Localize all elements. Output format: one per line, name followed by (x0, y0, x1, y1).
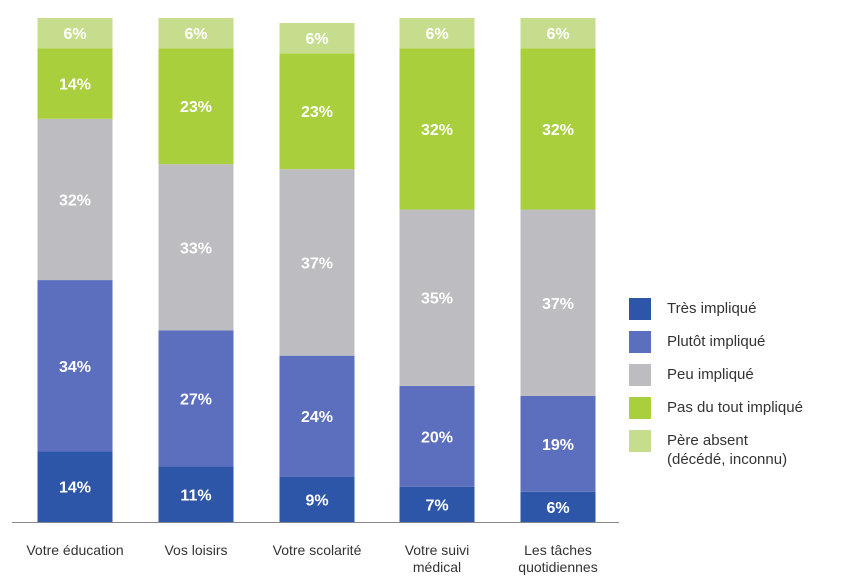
legend-label-tres-implique: Très impliqué (667, 300, 757, 317)
bar-segment (520, 48, 596, 210)
bar-segment (158, 48, 234, 165)
legend-swatch-tres-implique (629, 298, 651, 320)
bar-segment (37, 280, 113, 452)
data-label: 37% (301, 255, 333, 272)
legend-label-peu-implique: Peu impliqué (667, 366, 754, 383)
data-label: 32% (59, 192, 91, 209)
legend-label-plutot-implique: Plutôt impliqué (667, 333, 766, 350)
bar-segment (399, 18, 475, 49)
category-label: Les tâches quotidiennes (518, 542, 597, 575)
bar-segment (399, 209, 475, 386)
data-label: 34% (59, 359, 91, 376)
bar-segment (158, 164, 234, 331)
data-label: 9% (305, 492, 328, 509)
legend-item-plutot-implique: Plutôt impliqué (629, 331, 803, 353)
bar-segment (399, 48, 475, 210)
data-label: 11% (180, 487, 211, 504)
data-label: 20% (421, 429, 453, 446)
bar-segment (37, 18, 113, 49)
bar-segment (158, 18, 234, 49)
bar-segment (520, 396, 596, 492)
legend-swatch-pere-absent (629, 430, 651, 452)
bar-segment (37, 451, 113, 522)
data-label: 37% (542, 296, 574, 313)
legend-swatch-peu-implique (629, 364, 651, 386)
data-label: 35% (421, 291, 453, 308)
data-label: 14% (59, 77, 91, 94)
bar-segment (279, 476, 355, 522)
data-label: 24% (301, 409, 333, 426)
data-label: 6% (184, 26, 207, 43)
category-label: Votre éducation (26, 542, 123, 558)
data-label: 32% (421, 122, 453, 139)
data-label: 19% (542, 437, 574, 454)
data-label: 23% (180, 99, 212, 116)
category-label: Votre suivi médical (405, 542, 470, 575)
bar-segment (279, 169, 355, 356)
legend-label-pas-du-tout-implique: Pas du tout impliqué (667, 399, 803, 416)
bar-segment (158, 466, 234, 522)
bar-segment (520, 491, 596, 522)
data-label: 23% (301, 104, 333, 121)
data-label: 6% (546, 500, 569, 517)
data-label: 6% (63, 26, 86, 43)
bar-segment (520, 18, 596, 49)
legend-item-pas-du-tout-implique: Pas du tout impliqué (629, 397, 803, 419)
data-label: 6% (305, 31, 328, 48)
data-label: 33% (180, 240, 212, 257)
data-label: 14% (59, 480, 91, 497)
bar-segment (279, 23, 355, 54)
bar-segment (279, 355, 355, 477)
data-label: 27% (180, 392, 212, 409)
category-label: Vos loisirs (164, 542, 227, 558)
data-label: 6% (425, 26, 448, 43)
legend-item-pere-absent: Père absent (décédé, inconnu) (629, 430, 803, 469)
bar-segment (37, 118, 113, 281)
bar-segment (37, 48, 113, 119)
legend-item-tres-implique: Très impliqué (629, 298, 803, 320)
bar-segment (158, 330, 234, 467)
bar-segment (279, 53, 355, 170)
data-label: 7% (425, 497, 448, 514)
data-label: 6% (546, 26, 569, 43)
bar-segment (399, 385, 475, 487)
category-label: Votre scolarité (273, 542, 362, 558)
legend-swatch-pas-du-tout-implique (629, 397, 651, 419)
legend-item-peu-implique: Peu impliqué (629, 364, 803, 386)
legend: Très impliqué Plutôt impliqué Peu impliq… (629, 298, 803, 480)
legend-label-pere-absent: Père absent (décédé, inconnu) (667, 432, 788, 468)
bar-segment (399, 486, 475, 522)
data-label: 32% (542, 122, 574, 139)
legend-swatch-plutot-implique (629, 331, 651, 353)
bar-segment (520, 209, 596, 396)
